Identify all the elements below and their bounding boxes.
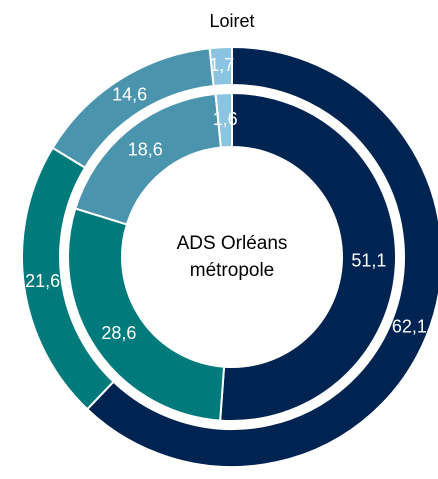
donut-slice (214, 91, 233, 149)
data-label: 28,6 (101, 323, 136, 343)
center-label: ADS Orléans métropole (176, 233, 288, 281)
data-label: 62,1 (392, 317, 427, 337)
center-label-box: ADS Orléans métropole (176, 233, 288, 281)
donut-slice (208, 45, 233, 88)
donut-slice (85, 45, 438, 468)
outer-ring-title: Loiret (209, 11, 254, 31)
data-label: 1,7 (209, 55, 234, 75)
data-label: 21,6 (25, 271, 60, 291)
data-label: 14,6 (112, 84, 147, 104)
donut-slice (67, 207, 226, 422)
data-label: 18,6 (128, 140, 163, 160)
data-label: 1,6 (213, 109, 238, 129)
data-label: 51,1 (351, 251, 386, 271)
donut-slice (219, 91, 397, 422)
